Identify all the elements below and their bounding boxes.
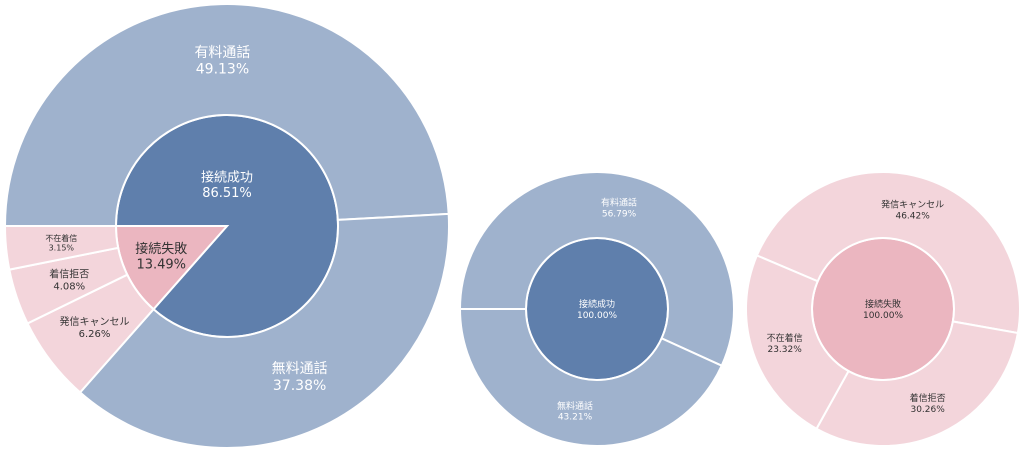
inner-slice-failed-label: 接続失敗 100.00%	[863, 298, 903, 321]
sunburst-failed: 発信キャンセル 46.42% 着信拒否 30.26% 不在着信 23.32% 接続失敗 100…	[745, 171, 1021, 447]
outer-slice-5[interactable]	[3, 225, 120, 271]
outer-slice-1[interactable]	[755, 171, 1021, 335]
outer-slice-2-label: 無料通話 37.38%	[272, 360, 328, 394]
outer-slice-5-label: 不在着信 3.15%	[45, 233, 77, 253]
inner-slice-connected-label: 接続成功 86.51%	[201, 169, 253, 201]
outer-slice-1-label: 有料通話 49.13%	[194, 44, 250, 78]
outer-slice-2[interactable]	[458, 308, 724, 447]
inner-slice-failed-label: 接続失敗 13.49%	[135, 241, 187, 273]
outer-slice-2-label: 無料通話 43.21%	[557, 400, 593, 423]
outer-slice-2[interactable]	[815, 320, 1020, 447]
outer-slice-2-label: 着信拒否 30.26%	[910, 392, 946, 415]
outer-slice-1-label: 発信キャンセル 46.42%	[881, 199, 944, 222]
outer-slice-3[interactable]	[745, 254, 850, 431]
outer-slice-3-label: 発信キャンセル 6.26%	[60, 315, 130, 340]
outer-slice-3-label: 不在着信 23.32%	[767, 332, 803, 355]
outer-slice-2[interactable]	[78, 212, 450, 449]
outer-slice-1[interactable]	[3, 3, 450, 227]
outer-slice-1-label: 有料通話 56.79%	[601, 197, 637, 220]
sunburst-overall: 有料通話 49.13% 無料通話 37.38% 発信キャンセル 6.26% 着信拒否 4.08…	[3, 3, 450, 449]
outer-slice-1[interactable]	[458, 171, 735, 368]
sunburst-connected: 有料通話 56.79% 無料通話 43.21% 接続成功 100.00%	[458, 171, 735, 447]
outer-slice-4-label: 着信拒否 4.08%	[49, 267, 89, 292]
inner-slice-connected-label: 接続成功 100.00%	[577, 298, 617, 321]
